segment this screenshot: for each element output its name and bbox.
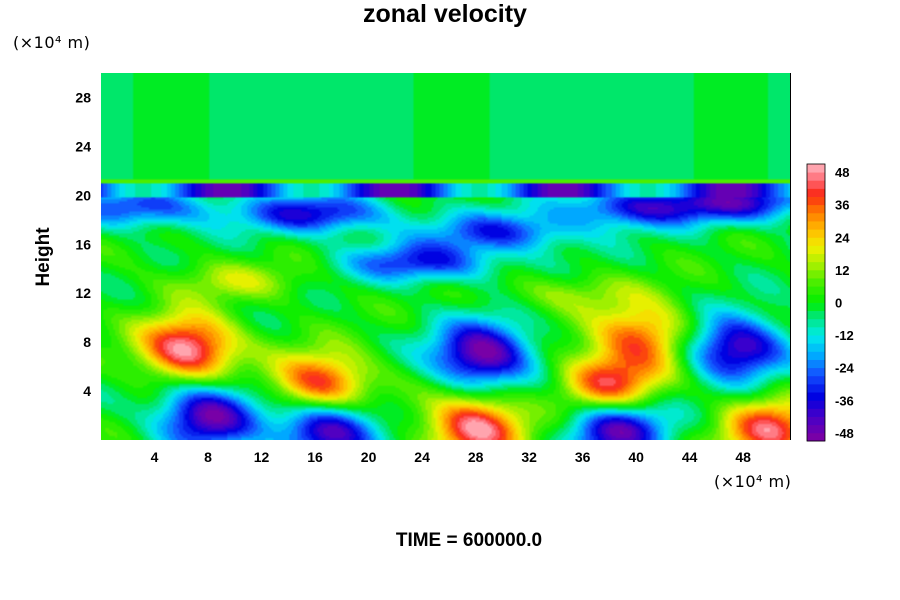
colorbar-swatch xyxy=(807,164,825,173)
plot-area xyxy=(101,73,790,440)
y-tick-label: 24 xyxy=(75,138,91,154)
x-tick-label: 8 xyxy=(204,449,212,465)
x-tick-label: 40 xyxy=(628,449,644,465)
x-tick-label: 12 xyxy=(254,449,270,465)
colorbar-swatch xyxy=(807,212,825,222)
y-unit-label: (×10⁴ m) xyxy=(13,33,91,52)
colorbar-swatch xyxy=(807,335,825,344)
y-tick-label: 20 xyxy=(75,187,91,203)
colorbar-swatch xyxy=(807,237,825,246)
x-tick-label: 28 xyxy=(468,449,484,465)
x-tick-label: 48 xyxy=(735,449,751,465)
colorbar-swatch xyxy=(807,302,825,312)
x-tick-label: 24 xyxy=(414,449,430,465)
colorbar-swatch xyxy=(807,416,825,426)
colorbar: 48 36 24 12 0 -12 -24 -36 -48 xyxy=(806,163,855,442)
colorbar-tick-label: -12 xyxy=(835,328,854,343)
y-tick-label: 12 xyxy=(75,285,91,301)
colorbar-swatch xyxy=(807,196,825,206)
colorbar-swatch xyxy=(807,343,825,352)
colorbar-swatch xyxy=(807,245,825,255)
colorbar-tick-label: 0 xyxy=(835,296,842,311)
colorbar-swatch xyxy=(807,278,825,287)
y-tick-label: 4 xyxy=(83,383,91,399)
colorbar-swatch xyxy=(807,424,825,434)
colorbar-swatch xyxy=(807,172,825,181)
x-tick-label: 16 xyxy=(307,449,323,465)
colorbar-tick-label: -48 xyxy=(835,426,854,441)
colorbar-tick-label: -24 xyxy=(835,361,855,376)
colorbar-swatch xyxy=(807,261,825,271)
colorbar-outline xyxy=(806,163,826,442)
colorbar-tick-label: -36 xyxy=(835,393,854,408)
colorbar-swatch xyxy=(807,188,825,197)
colorbar-tick-label: 24 xyxy=(835,230,850,245)
colorbar-swatch xyxy=(807,326,825,336)
colorbar-swatch xyxy=(807,221,825,230)
colorbar-tick-label: 12 xyxy=(835,263,849,278)
y-tick-label: 28 xyxy=(75,89,91,105)
colorbar-swatch xyxy=(807,310,825,320)
x-tick-label: 32 xyxy=(521,449,537,465)
colorbar-swatch xyxy=(807,204,825,214)
colorbar-tick-label: 48 xyxy=(835,165,849,180)
y-tick-label: 16 xyxy=(75,236,91,252)
x-tick-label: 4 xyxy=(151,449,159,465)
velocity-field-image xyxy=(101,73,790,440)
y-tick-label: 8 xyxy=(83,334,91,350)
colorbar-swatch xyxy=(807,375,825,385)
colorbar-swatch xyxy=(807,400,825,409)
colorbar-swatch xyxy=(807,286,825,295)
colorbar-swatch xyxy=(807,383,825,393)
time-label: TIME = 600000.0 xyxy=(395,530,543,551)
x-tick-label: 44 xyxy=(682,449,698,465)
x-tick-label: 36 xyxy=(575,449,591,465)
colorbar-swatch xyxy=(807,318,825,328)
x-unit-label: (×10⁴ m) xyxy=(714,472,792,491)
colorbar-tick-label: 36 xyxy=(835,198,849,213)
colorbar-swatch xyxy=(807,229,825,238)
colorbar-swatch xyxy=(807,392,825,401)
colorbar-swatch xyxy=(807,351,825,360)
colorbar-swatch xyxy=(807,408,825,417)
colorbar-swatch xyxy=(807,180,825,189)
x-tick-label: 20 xyxy=(361,449,377,465)
colorbar-swatch xyxy=(807,294,825,303)
colorbar-swatch xyxy=(807,432,825,442)
colorbar-swatch xyxy=(807,253,825,263)
chart-title: zonal velocity xyxy=(363,0,527,28)
colorbar-swatch xyxy=(807,359,825,369)
colorbar-swatch xyxy=(807,367,825,377)
colorbar-swatch xyxy=(807,269,825,279)
